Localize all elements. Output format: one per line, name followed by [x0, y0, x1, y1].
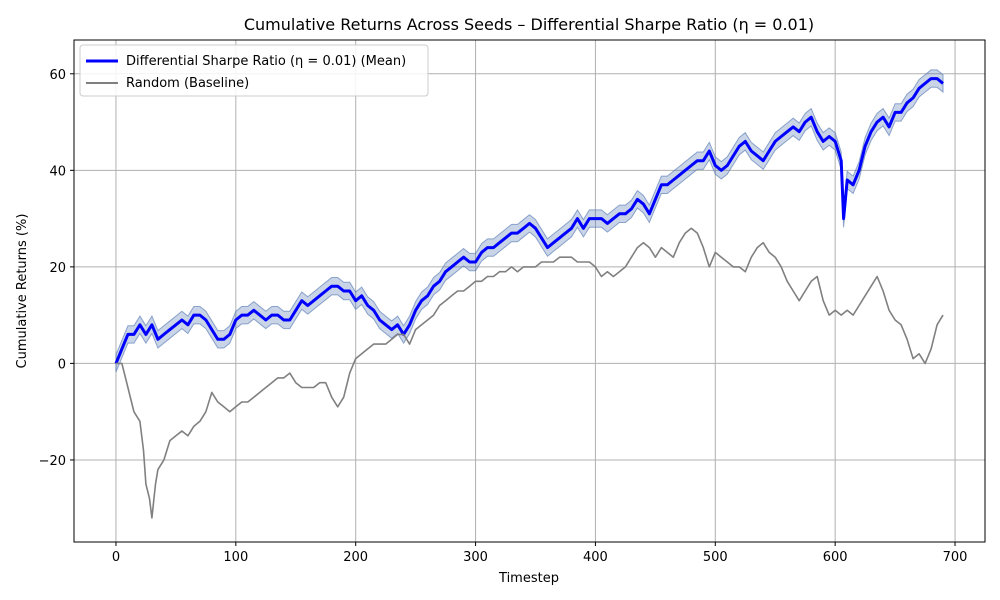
tick-labels: 0 100 200 300 400 500 600 700 −20 0 20 40 60 [39, 68, 968, 565]
y-tick-label: 0 [58, 357, 66, 372]
x-tick-label: 0 [112, 550, 120, 565]
x-axis-label: Timestep [498, 571, 559, 586]
x-tick-label: 400 [583, 550, 608, 565]
x-tick-label: 100 [223, 550, 248, 565]
legend-label-random: Random (Baseline) [126, 76, 249, 91]
series-lines [114, 77, 944, 519]
legend-label-mean: Differential Sharpe Ratio (η = 0.01) (Me… [126, 54, 406, 69]
y-tick-label: −20 [39, 454, 66, 469]
series-line-random [116, 227, 944, 519]
x-tick-label: 300 [463, 550, 488, 565]
legend-box [79, 44, 429, 97]
grid [74, 40, 985, 542]
chart-title: Cumulative Returns Across Seeds – Differ… [244, 15, 814, 34]
y-tick-label: 60 [49, 68, 66, 83]
y-axis-label: Cumulative Returns (%) [15, 214, 30, 369]
x-tick-label: 700 [943, 550, 968, 565]
series-line-mean [114, 77, 944, 364]
confidence-band [115, 69, 944, 373]
plot-frame [73, 39, 986, 543]
y-tick-label: 20 [49, 261, 66, 276]
legend: Differential Sharpe Ratio (η = 0.01) (Me… [79, 44, 429, 97]
x-tick-label: 200 [343, 550, 368, 565]
x-tick-label: 600 [823, 550, 848, 565]
axes [70, 39, 986, 546]
band-area [115, 69, 944, 373]
x-tick-label: 500 [703, 550, 728, 565]
y-tick-label: 40 [49, 164, 66, 179]
